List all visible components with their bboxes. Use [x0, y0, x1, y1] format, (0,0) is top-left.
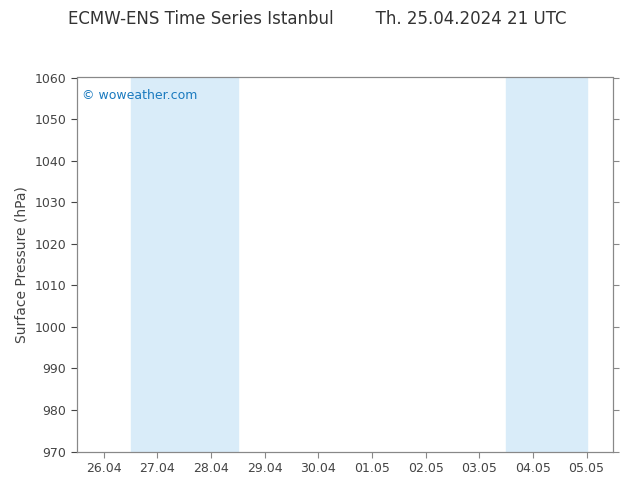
Bar [506, 77, 586, 452]
Y-axis label: Surface Pressure (hPa): Surface Pressure (hPa) [15, 186, 29, 343]
Bar [131, 77, 238, 452]
Text: ECMW-ENS Time Series Istanbul        Th. 25.04.2024 21 UTC: ECMW-ENS Time Series Istanbul Th. 25.04.… [68, 10, 566, 28]
Text: © woweather.com: © woweather.com [82, 89, 198, 102]
